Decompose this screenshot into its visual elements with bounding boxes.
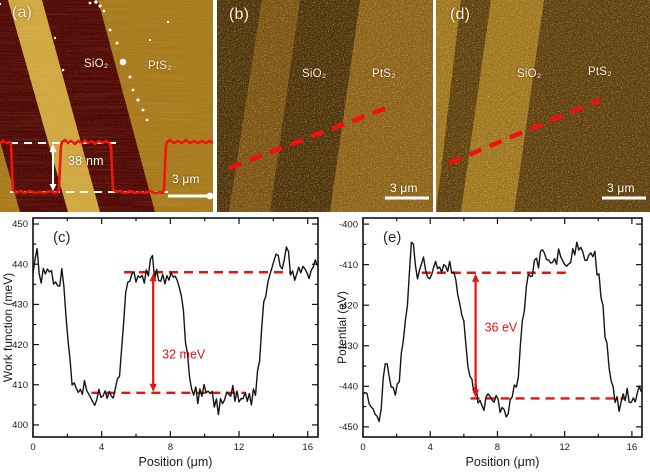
svg-text:420: 420 <box>12 340 28 351</box>
svg-text:410: 410 <box>12 380 28 391</box>
step-height-label: 38 nm <box>68 154 104 168</box>
profile-path-dashed-line <box>228 104 390 171</box>
potential-profile <box>362 241 642 423</box>
svg-text:12: 12 <box>234 442 245 453</box>
grain-texture-dark <box>217 0 433 212</box>
svg-text:16: 16 <box>627 442 638 453</box>
svg-text:4: 4 <box>428 442 433 453</box>
work-function-profile <box>32 246 318 416</box>
step-value-label: 36 eV <box>485 321 518 335</box>
sio2-label-d: SiO₂ <box>517 68 542 80</box>
level-dashed-lines <box>91 271 291 394</box>
level-dashed-lines <box>421 271 626 400</box>
svg-text:0: 0 <box>30 442 35 453</box>
step-arrow <box>472 273 480 398</box>
svg-text:4: 4 <box>99 442 104 453</box>
svg-text:-440: -440 <box>339 382 358 393</box>
work-function-chart: 0 4 8 12 16 400 410 420 430 440 450 Position (μm) Wo… <box>0 212 350 473</box>
svg-text:0: 0 <box>360 442 365 453</box>
panel-letter-d: (d) <box>450 6 471 23</box>
svg-text:8: 8 <box>168 442 173 453</box>
scale-bar-label-d: 3 μm <box>607 181 635 195</box>
profile-path-dashed-line <box>448 97 601 166</box>
kpfm-panel-d: (d) SiO₂ PtS₂ 3 μm <box>436 0 650 212</box>
y-axis-label: Potential (eV) <box>336 291 349 364</box>
svg-text:400: 400 <box>12 420 28 431</box>
pts2-label-a: PtS₂ <box>148 60 172 72</box>
chart-svg-e: 0 4 8 12 16 -450 -440 -430 -420 -410 -400 Position … <box>335 217 643 469</box>
tick-marks <box>32 218 318 437</box>
y-axis-label: Work function (meV) <box>1 273 15 382</box>
afm-image-a <box>0 0 213 212</box>
afm-topography-panel-a: (a) SiO₂ PtS₂ 38 nm 3 μm <box>0 0 213 212</box>
panel-letter: (c) <box>53 229 71 246</box>
svg-text:450: 450 <box>12 219 28 230</box>
step-arrow <box>149 273 157 392</box>
particle-dots <box>0 0 170 122</box>
step-value-label: 32 meV <box>162 348 206 362</box>
axes-box <box>362 217 643 438</box>
svg-text:12: 12 <box>559 442 570 453</box>
potential-chart: 0 4 8 12 16 -450 -440 -430 -420 -410 -400 Position … <box>335 212 650 473</box>
kpfm-panel-b: (b) SiO₂ PtS₂ 3 μm <box>217 0 433 212</box>
scale-bar <box>168 192 213 200</box>
svg-text:440: 440 <box>12 259 28 270</box>
svg-text:430: 430 <box>12 300 28 311</box>
panel-letter-a: (a) <box>12 4 33 21</box>
kpfm-image-d <box>436 0 650 212</box>
tick-labels: 0 4 8 12 16 400 410 420 430 440 450 <box>12 219 313 453</box>
tick-labels: 0 4 8 12 16 -450 -440 -430 -420 -410 -400 <box>339 219 637 453</box>
grain-texture <box>0 0 213 212</box>
pts2-label-b: PtS₂ <box>372 68 396 80</box>
axes-box <box>32 217 319 438</box>
svg-text:-450: -450 <box>339 422 358 433</box>
kpfm-image-b <box>217 0 433 212</box>
tick-marks <box>362 218 642 437</box>
step-height-arrow <box>49 144 57 191</box>
pts2-label-d: PtS₂ <box>588 66 612 78</box>
svg-text:-410: -410 <box>339 260 358 271</box>
sio2-label-a: SiO₂ <box>84 58 109 70</box>
x-axis-label: Position (μm) <box>139 455 213 469</box>
panel-letter-b: (b) <box>229 6 250 23</box>
height-profile-line <box>0 138 213 195</box>
svg-text:-430: -430 <box>339 341 358 352</box>
chart-svg-c: 0 4 8 12 16 400 410 420 430 440 450 Position (μm) Wo… <box>1 217 319 469</box>
scale-bar-label-a: 3 μm <box>172 172 200 186</box>
scale-bar-label-b: 3 μm <box>390 181 418 195</box>
grain-texture-dark <box>436 0 650 212</box>
panel-letter: (e) <box>383 229 401 246</box>
svg-text:8: 8 <box>495 442 500 453</box>
svg-text:-400: -400 <box>339 219 358 230</box>
x-axis-label: Position (μm) <box>466 455 540 469</box>
svg-text:16: 16 <box>302 442 313 453</box>
svg-text:-420: -420 <box>339 300 358 311</box>
sio2-label-b: SiO₂ <box>302 68 327 80</box>
